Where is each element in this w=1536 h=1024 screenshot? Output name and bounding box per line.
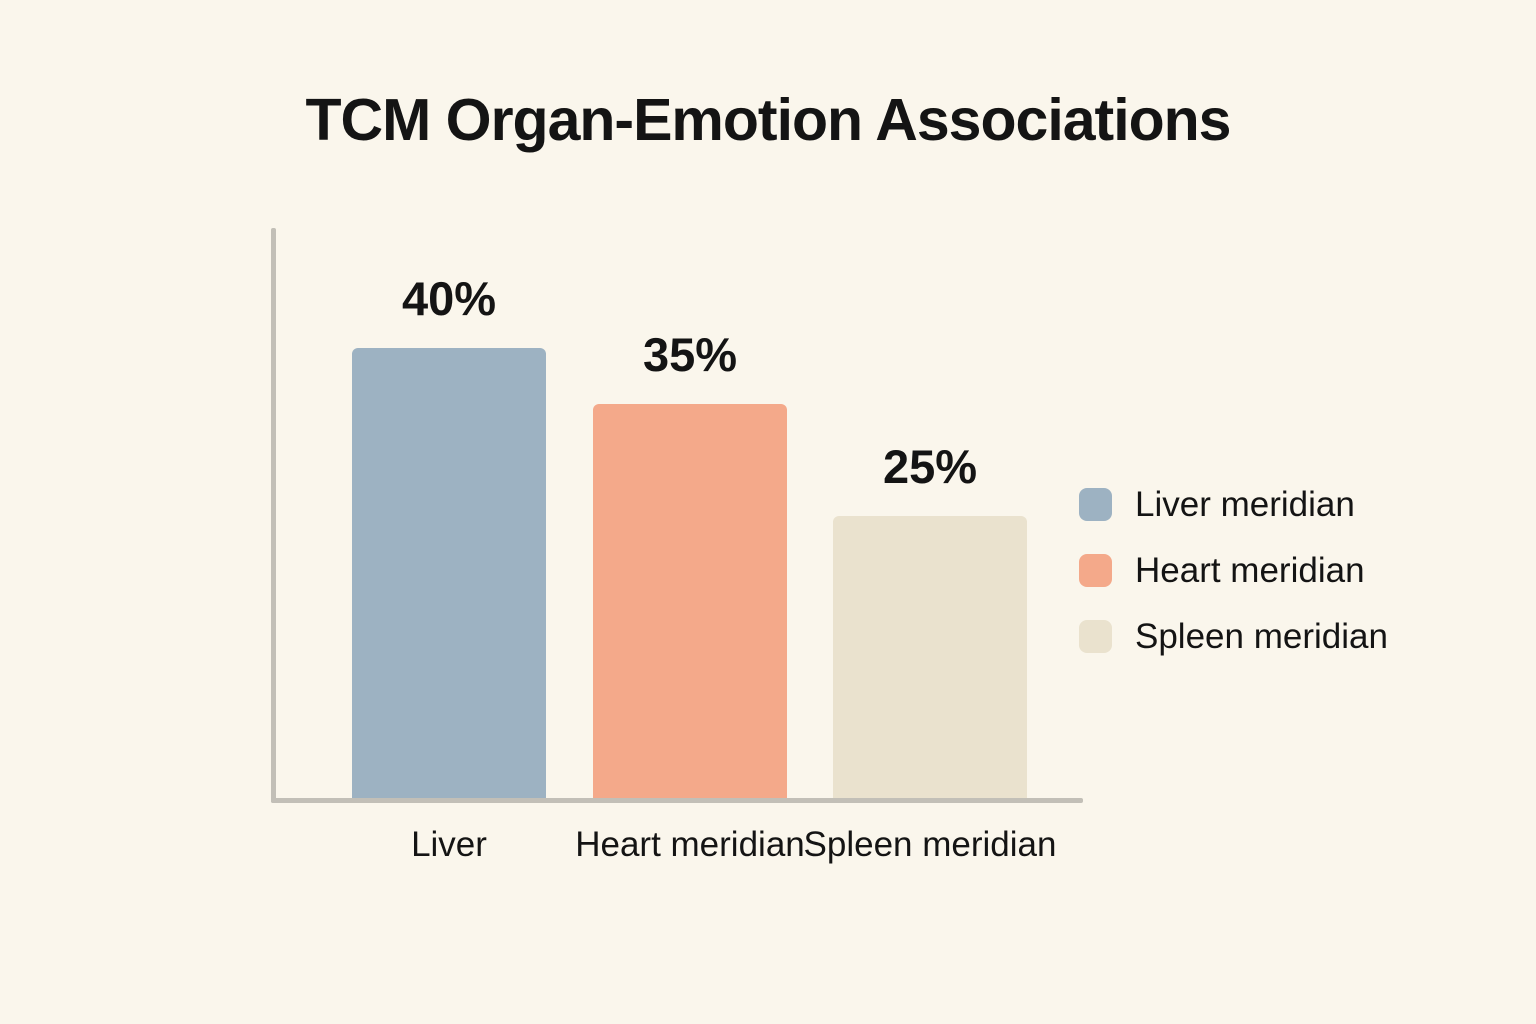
bar-spleen-meridian xyxy=(833,516,1027,798)
legend-entry-spleen-meridian: Spleen meridian xyxy=(1079,617,1388,656)
chart-title: TCM Organ-Emotion Associations xyxy=(305,87,1232,153)
x-tick-label-heart-meridian: Heart meridian xyxy=(575,825,805,864)
legend-label: Spleen meridian xyxy=(1135,616,1388,656)
bar-group-heart-meridian: 35% xyxy=(593,327,787,798)
bar-value-label: 40% xyxy=(401,272,497,325)
y-axis-line xyxy=(271,228,276,803)
legend-entry-heart-meridian: Heart meridian xyxy=(1079,551,1388,590)
x-tick-label-liver: Liver xyxy=(411,825,487,864)
bar-group-liver: 40% xyxy=(352,271,546,798)
bar-value-label: 35% xyxy=(642,328,738,381)
bar-heart-meridian xyxy=(593,404,787,798)
bar-value-label: 25% xyxy=(882,440,978,493)
legend-label: Liver meridian xyxy=(1135,484,1355,524)
legend-swatch-heart-meridian xyxy=(1079,554,1112,587)
legend: Liver meridian Heart meridian Spleen mer… xyxy=(1079,485,1388,686)
legend-swatch-spleen-meridian xyxy=(1079,620,1112,653)
legend-swatch-liver-meridian xyxy=(1079,488,1112,521)
legend-label: Heart meridian xyxy=(1135,550,1365,590)
x-axis-line xyxy=(271,798,1083,803)
x-tick-label-spleen-meridian: Spleen meridian xyxy=(803,825,1057,864)
bar-liver xyxy=(352,348,546,798)
bar-group-spleen-meridian: 25% xyxy=(833,439,1027,798)
legend-entry-liver-meridian: Liver meridian xyxy=(1079,485,1388,524)
